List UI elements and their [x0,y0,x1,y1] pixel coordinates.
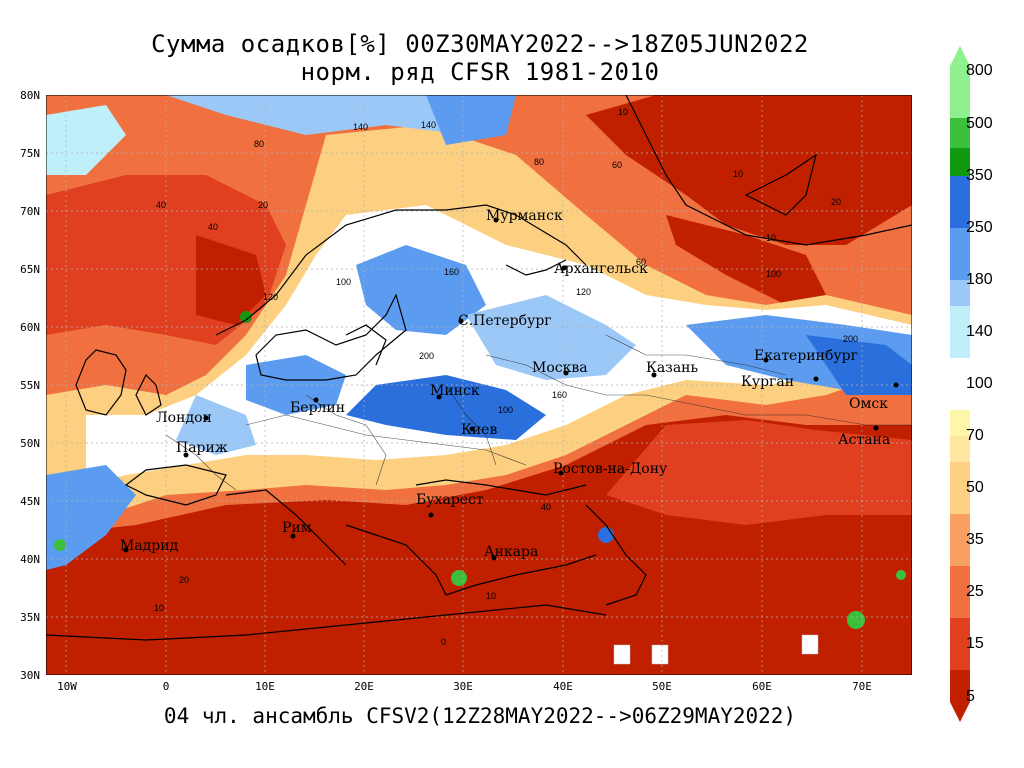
colorbar [950,46,970,722]
svg-text:40: 40 [208,222,218,232]
ensemble-footer: 04 чл. ансамбль CFSV2(12Z28MAY2022-->06Z… [163,704,797,728]
colorbar-label-15: 15 [966,635,984,652]
lon-label-40e: 40E [553,680,573,693]
map-title: Сумма осадков[%] 00Z30MAY2022-->18Z05JUN… [151,30,809,58]
svg-text:10: 10 [486,591,496,601]
city-rostov: Ростов-на-Дону [553,461,668,477]
colorbar-label-250: 250 [966,219,993,236]
lon-label-50e: 50E [652,680,672,693]
lat-label-70n: 70N [20,205,40,218]
svg-text:100: 100 [766,269,781,279]
svg-text:200: 200 [419,351,434,361]
svg-text:20: 20 [831,197,841,207]
city-arkhangelsk: Архангельск [554,261,648,277]
lat-label-60n: 60N [20,321,40,334]
colorbar-label-180: 180 [966,271,993,288]
svg-text:0: 0 [441,637,446,647]
svg-text:10: 10 [154,603,164,613]
colorbar-label-800: 800 [966,62,993,79]
svg-text:40: 40 [541,502,551,512]
city-minsk: Минск [430,383,480,399]
svg-text:20: 20 [179,575,189,585]
wet-region-scandinavia [356,245,486,335]
svg-text:40: 40 [156,200,166,210]
precipitation-map: Мурманск Архангельск С.Петербург Екатери… [46,95,912,675]
wet-region-iberia [46,465,136,570]
wet-region-central-europe [346,375,546,440]
svg-text:80: 80 [534,157,544,167]
city-labels: Мурманск Архангельск С.Петербург Екатери… [120,208,899,561]
svg-text:100: 100 [336,277,351,287]
svg-text:80: 80 [254,139,264,149]
svg-text:200: 200 [843,334,858,344]
svg-text:60: 60 [636,257,646,267]
lat-label-75n: 75N [20,147,40,160]
svg-text:100: 100 [498,405,513,415]
colorbar-label-25: 25 [966,583,984,600]
colorbar-label-70: 70 [966,427,984,444]
dry-region-arctic [586,95,912,245]
svg-text:140: 140 [421,120,436,130]
lon-label-20e: 20E [354,680,374,693]
svg-text:10: 10 [618,107,628,117]
contour-value-labels: 10 10 10 10 10 20 20 20 40 40 40 60 60 8… [154,107,858,647]
svg-text:120: 120 [263,292,278,302]
colorbar-label-50: 50 [966,479,984,496]
city-kazan: Казань [646,360,698,376]
colorbar-label-35: 35 [966,531,984,548]
lat-label-30n: 30N [20,669,40,682]
colorbar-label-350: 350 [966,167,993,184]
grid-lines [46,95,912,675]
city-ankara: Анкара [484,544,538,560]
city-kurgan: Курган [741,374,794,390]
svg-text:160: 160 [552,390,567,400]
city-astana: Астана [838,432,890,448]
city-moscow: Москва [532,360,588,376]
svg-text:120: 120 [576,287,591,297]
svg-text:20: 20 [258,200,268,210]
lon-label-10w: 10W [57,680,77,693]
lat-label-65n: 65N [20,263,40,276]
city-rome: Рим [282,520,312,536]
lon-label-0: 0 [162,680,170,693]
lon-label-70e: 70E [852,680,872,693]
colorbar-label-140: 140 [966,323,993,340]
svg-text:10: 10 [766,233,776,243]
lat-label-35n: 35N [20,611,40,624]
colorbar-label-5: 5 [966,688,975,705]
svg-text:160: 160 [444,267,459,277]
svg-text:10: 10 [733,169,743,179]
city-murmansk: Мурманск [486,208,563,224]
colorbar-label-100: 100 [966,375,993,392]
city-madrid: Мадрид [120,538,179,554]
map-subtitle: норм. ряд CFSR 1981-2010 [300,58,660,86]
lat-label-40n: 40N [20,553,40,566]
city-berlin: Берлин [290,400,345,416]
city-kyiv: Киев [461,422,497,438]
coastlines [46,95,912,641]
lat-label-50n: 50N [20,437,40,450]
lat-label-80n: 80N [20,89,40,102]
city-london: Лондон [156,410,212,426]
colorbar-label-500: 500 [966,115,993,132]
lon-label-10e: 10E [255,680,275,693]
svg-text:60: 60 [612,160,622,170]
city-omsk: Омск [849,396,888,412]
map-canvas: Мурманск Архангельск С.Петербург Екатери… [46,95,912,675]
city-bucharest: Бухарест [416,492,484,508]
lat-label-45n: 45N [20,495,40,508]
lon-label-60e: 60E [752,680,772,693]
city-paris: Париж [176,440,228,456]
city-yekaterinburg: Екатеринбург [754,348,858,364]
lat-label-55n: 55N [20,379,40,392]
city-st-petersburg: С.Петербург [458,313,552,329]
lon-label-30e: 30E [453,680,473,693]
svg-text:140: 140 [353,122,368,132]
